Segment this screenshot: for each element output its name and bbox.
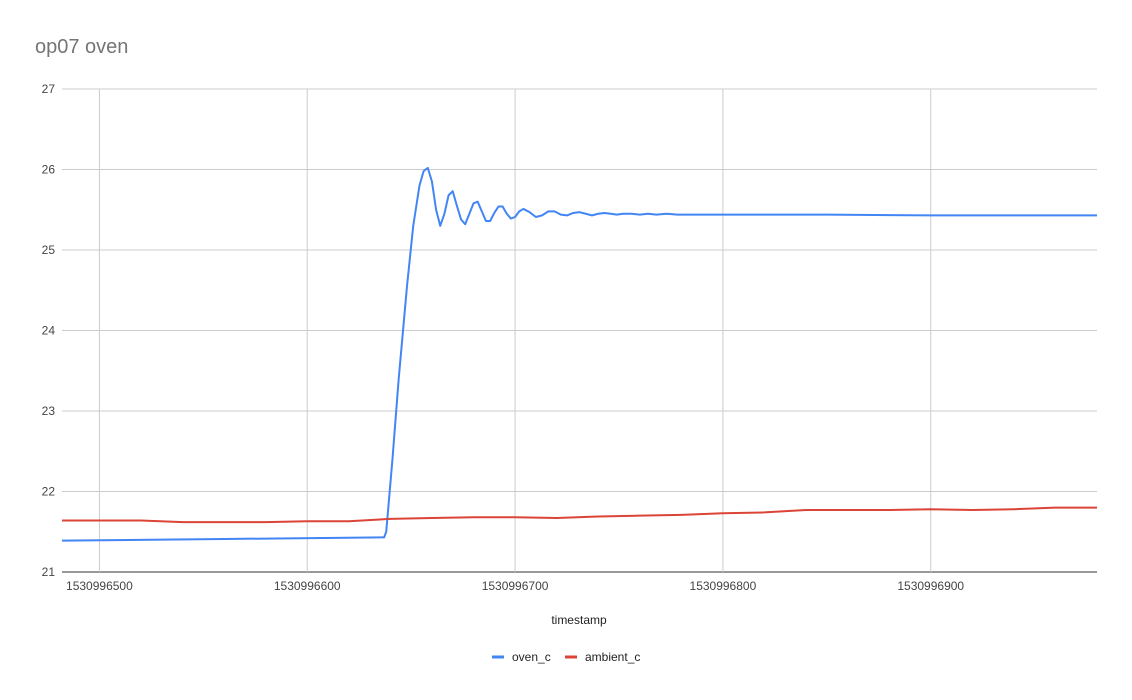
series-lines — [61, 166, 1097, 542]
series-line-oven-c[interactable] — [61, 166, 1097, 542]
x-tick-label: 1530996600 — [274, 579, 341, 593]
x-tick-label: 1530996500 — [66, 579, 133, 593]
grid-lines — [62, 88, 1097, 573]
legend-label-oven-c[interactable]: oven_c — [512, 650, 551, 664]
y-tick-label: 21 — [42, 565, 56, 579]
y-tick-label: 27 — [42, 82, 56, 96]
series-line-ambient-c[interactable] — [62, 506, 1097, 524]
legend-label-ambient-c[interactable]: ambient_c — [585, 650, 640, 664]
y-tick-label: 26 — [42, 163, 56, 177]
x-tick-label: 1530996900 — [897, 579, 964, 593]
y-tick-label: 25 — [42, 243, 56, 257]
chart-title: op07 oven — [35, 36, 129, 58]
y-tick-label: 22 — [42, 485, 56, 499]
x-axis-title: timestamp — [551, 613, 607, 627]
legend[interactable]: oven_c ambient_c — [492, 650, 640, 664]
x-tick-label: 1530996800 — [690, 579, 757, 593]
y-tick-label: 23 — [42, 404, 56, 418]
axis-labels: 21 22 23 24 25 26 27 1530996500 1530996600 153099… — [42, 82, 965, 593]
y-tick-label: 24 — [42, 324, 56, 338]
x-tick-label: 1530996700 — [482, 579, 549, 593]
